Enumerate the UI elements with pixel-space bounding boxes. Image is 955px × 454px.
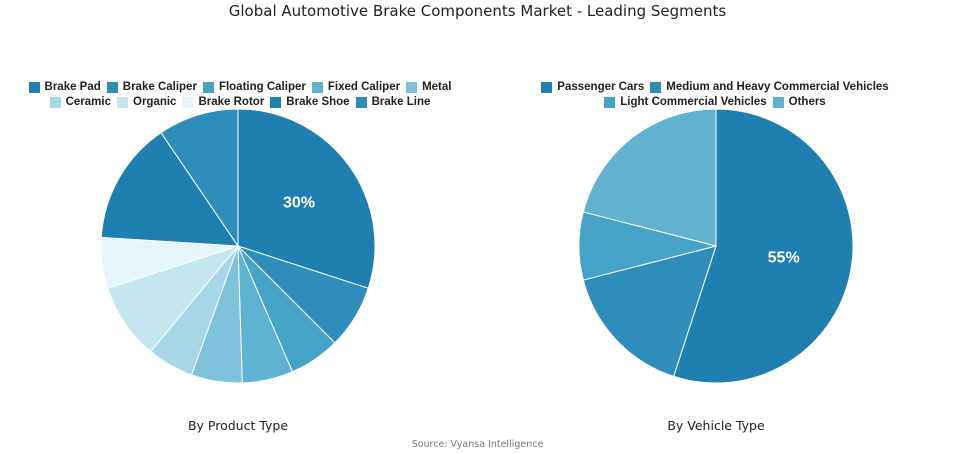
vehicle-type-caption: By Vehicle Type [667,418,765,433]
pie-slice-medium-and-heavy-commercial-vehicles [582,245,717,377]
legend-item-brake-caliper: Brake Caliper [106,80,197,94]
legend-label: Medium and Heavy Commercial Vehicles [666,81,889,93]
legend-item-brake-pad: Brake Pad [28,80,101,94]
legend-label: Brake Pad [44,81,101,93]
legend-swatch [355,96,367,108]
legend-label: Ceramic [65,96,111,108]
legend-label: Brake Shoe [286,96,350,108]
source-note: Source: Vyansa Intelligence [411,439,544,450]
legend-item-floating-caliper: Floating Caliper [202,80,306,94]
legend-item-brake-line: Brake Line [355,95,431,109]
pie-slice-brake-shoe [100,131,239,247]
product-type-caption: By Product Type [187,418,289,433]
legend-item-metal: Metal [406,80,451,94]
legend-item-ceramic: Ceramic [49,95,111,109]
legend-item-fixed-caliper: Fixed Caliper [311,80,401,94]
legend-label: Light Commercial Vehicles [620,96,767,108]
legend-item-others: Others [772,95,826,109]
legend-item-brake-rotor: Brake Rotor [182,95,264,109]
legend-label: Metal [422,81,452,93]
legend-label: Organic [133,96,177,108]
legend-row: Brake Pad Brake Caliper Floating Caliper Fi… [20,80,460,94]
legend-swatch [202,81,214,93]
legend-swatch [117,96,128,108]
legend-item-medium-and-heavy-commercial-vehicles: Medium and Heavy Commercial Vehicles [650,80,889,94]
legend-item-light-commercial-vehicles: Light Commercial Vehicles [604,95,767,109]
legend-swatch [28,81,40,93]
chart-title: Global Automotive Brake Components Marke… [228,2,727,20]
legend-label: Brake Rotor [198,96,265,108]
vehicle-type-legend: Passenger Cars Medium and Heavy Commercia… [500,80,930,110]
legend-swatch [604,96,616,108]
legend-swatch [270,96,282,108]
legend-item-organic: Organic [117,95,176,109]
legend-swatch [650,81,662,93]
legend-row: Ceramic Organic Brake Rotor Brake Shoe Brake… [20,95,460,109]
slice-data-label: 55% [768,250,800,267]
legend-label: Brake Caliper [122,81,197,93]
pie-slice-others [582,108,717,247]
legend-swatch [772,96,784,108]
legend-row: Light Commercial Vehicles Others [500,95,930,109]
legend-swatch [49,96,61,108]
legend-swatch [182,96,194,108]
legend-swatch [541,81,553,93]
legend-swatch [106,81,118,93]
legend-swatch [311,81,323,93]
pie-slice-passenger-cars [673,108,854,384]
product-type-legend: Brake Pad Brake Caliper Floating Caliper Fi… [20,80,460,110]
pie-slice-brake-pad [237,108,376,289]
legend-row: Passenger Cars Medium and Heavy Commercia… [500,80,930,94]
legend-label: Others [788,96,826,108]
legend-label: Fixed Caliper [327,81,401,93]
legend-label: Passenger Cars [557,81,645,93]
legend-label: Floating Caliper [218,81,306,93]
legend-label: Brake Line [371,96,431,108]
legend-item-passenger-cars: Passenger Cars [541,80,644,94]
slice-data-label: 30% [283,195,315,212]
legend-swatch [406,81,418,93]
pie-slice-brake-line [160,108,239,248]
legend-item-brake-shoe: Brake Shoe [270,95,350,109]
